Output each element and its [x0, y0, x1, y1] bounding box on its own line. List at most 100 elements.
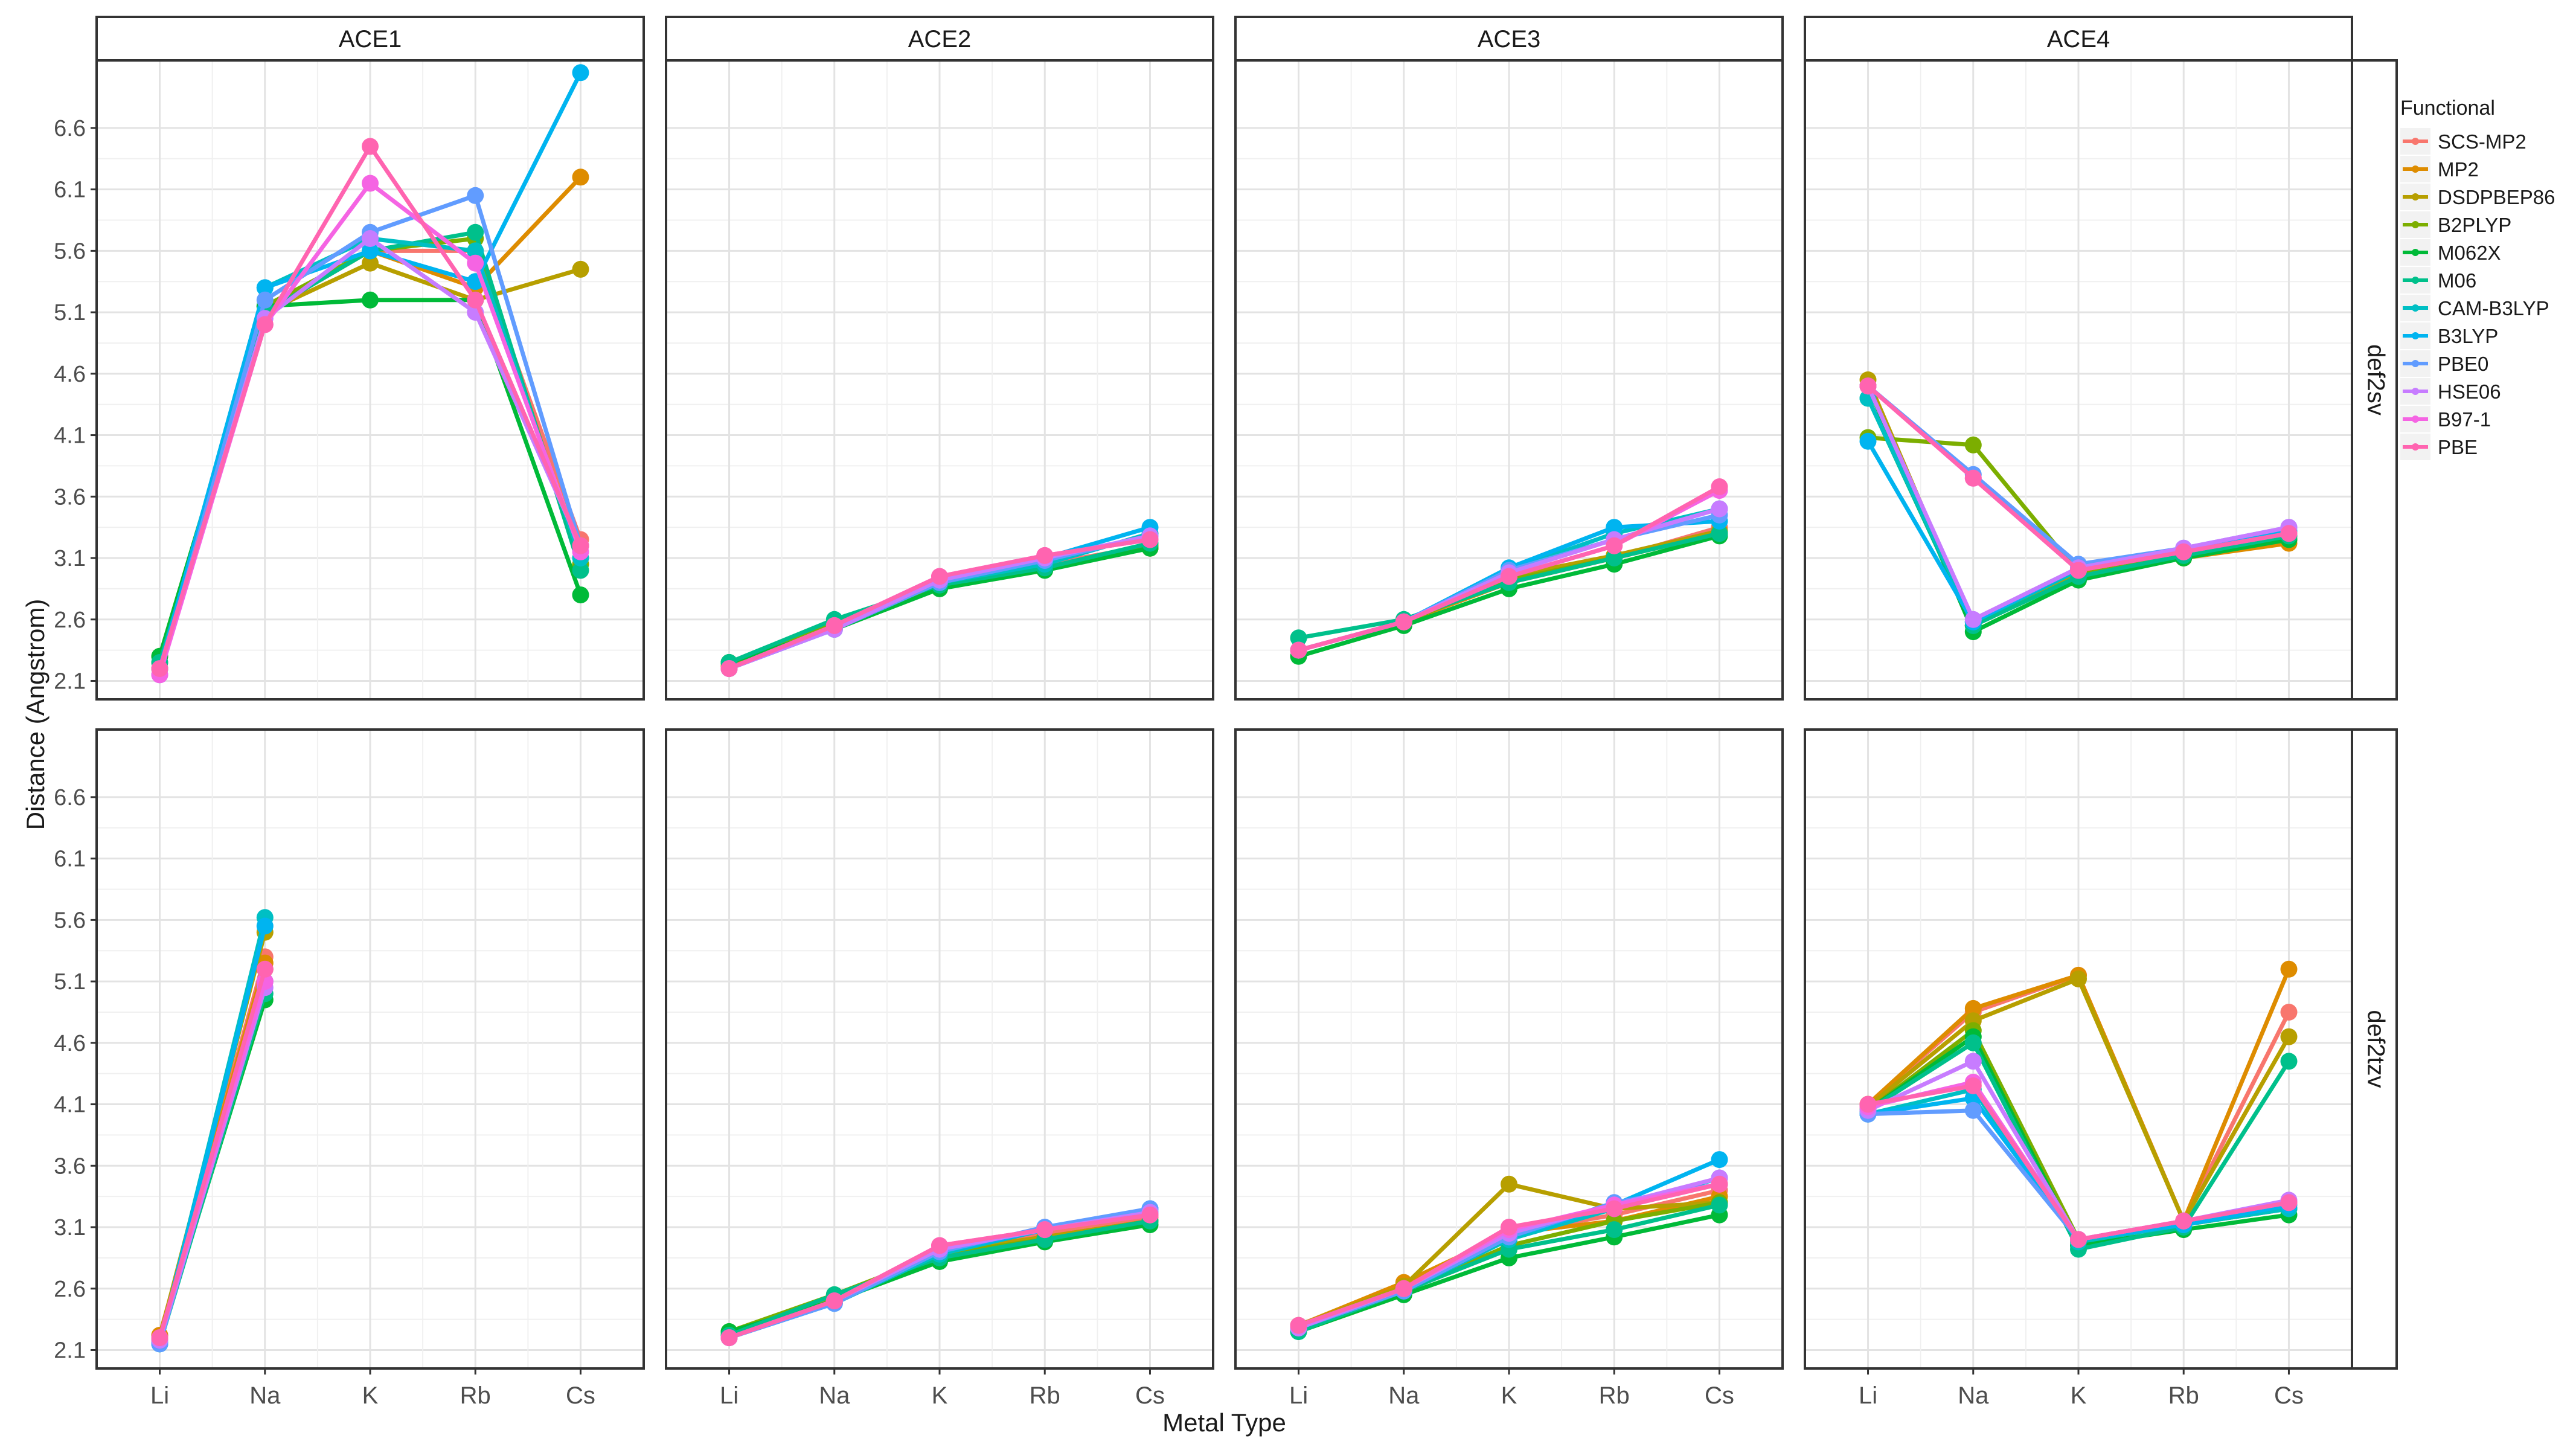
- facet-row-label-def2sv: def2sv: [2362, 344, 2389, 415]
- point-PBE0-Rb: [467, 187, 484, 204]
- point-PBE-Cs: [572, 537, 589, 554]
- x-tick-label-Na: Na: [1958, 1382, 1989, 1409]
- x-tick-label-Na: Na: [1388, 1382, 1420, 1409]
- y-tick-label: 3.1: [54, 1215, 86, 1240]
- point-PBE-Li: [1290, 1317, 1307, 1334]
- x-tick-label-Rb: Rb: [2168, 1382, 2199, 1409]
- legend-key-point-HSE06: [2412, 388, 2419, 395]
- panel-grid-ACE1-def2sv: [97, 60, 644, 699]
- x-tick-label-Li: Li: [150, 1382, 169, 1409]
- point-PBE-Na: [1964, 1077, 1982, 1094]
- point-PBE-K: [362, 138, 379, 155]
- point-B3LYP-K: [362, 242, 379, 260]
- x-tick-label-Li: Li: [720, 1382, 739, 1409]
- panel-grid-ACE3-def2tzv: [1235, 730, 1783, 1368]
- panel-ACE3-def2tzv: [1290, 1151, 1728, 1340]
- panel-ACE4-def2sv: [1859, 371, 2298, 641]
- panel-border: [1804, 59, 2353, 701]
- panel-border: [665, 59, 1214, 701]
- point-DSDPBEP86-Cs: [572, 260, 589, 278]
- x-tick-label-K: K: [932, 1382, 948, 1409]
- panel-ACE2-def2tzv: [720, 1200, 1159, 1347]
- y-axis-title: Distance (Angstrom): [21, 599, 50, 830]
- point-PBE-Cs: [1141, 1206, 1159, 1224]
- point-PBE-Li: [1290, 641, 1307, 659]
- point-PBE-K: [931, 568, 948, 585]
- point-PBE-Na: [825, 1292, 843, 1310]
- point-M06-Cs: [2280, 1053, 2298, 1070]
- point-B97-1-K: [362, 175, 379, 192]
- x-axis-ACE2: Li Na K Rb Cs: [720, 1368, 1165, 1409]
- point-PBE-Na: [256, 960, 274, 978]
- legend-label-SCS-MP2: SCS-MP2: [2438, 130, 2526, 153]
- x-tick-label-Na: Na: [819, 1382, 850, 1409]
- series-line-PBE: [158, 968, 268, 1339]
- point-B3LYP-Rb: [1606, 519, 1623, 536]
- facet-col-strip-ACE1: [95, 16, 645, 62]
- panel-grid-ACE1-def2tzv: [97, 730, 644, 1368]
- point-PBE-Cs: [1141, 531, 1159, 548]
- panel-ACE1-def2tzv: [151, 909, 274, 1353]
- legend-key-point-CAM-B3LYP: [2412, 304, 2419, 312]
- legend-label-PBE: PBE: [2438, 436, 2478, 458]
- point-M06-Rb: [1606, 550, 1623, 566]
- point-HSE06-K: [362, 230, 379, 247]
- point-PBE-Li: [1859, 377, 1877, 395]
- point-PBE-Cs: [2280, 525, 2298, 542]
- point-PBE0-Na: [1964, 1102, 1982, 1119]
- legend-label-B2PLYP: B2PLYP: [2438, 214, 2511, 236]
- point-PBE-Li: [720, 1329, 738, 1347]
- legend-label-MP2: MP2: [2438, 158, 2479, 181]
- panel-ACE1-def2sv: [151, 64, 589, 684]
- point-CAM-B3LYP-Rb: [467, 242, 484, 260]
- legend-label-M06: M06: [2438, 269, 2476, 292]
- y-tick-label: 6.6: [54, 116, 86, 141]
- y-tick-label: 4.1: [54, 423, 86, 449]
- legend-label-M062X: M062X: [2438, 242, 2501, 264]
- point-M06-Cs: [572, 562, 589, 579]
- series-PBE-ACE3-def2tzv: [1290, 1175, 1728, 1334]
- y-tick-label: 6.1: [54, 178, 86, 203]
- panel-border: [95, 59, 645, 701]
- point-HSE06-Na: [1964, 1053, 1982, 1070]
- panel-ACE4-def2tzv: [1859, 960, 2298, 1258]
- x-tick-label-Rb: Rb: [460, 1382, 491, 1409]
- point-PBE-K: [1501, 1219, 1517, 1236]
- y-tick-label: 4.6: [54, 362, 86, 387]
- facet-col-strip-ACE3: [1234, 16, 1784, 62]
- panel-ACE3-def2sv: [1290, 478, 1728, 665]
- point-M06-Li: [1290, 629, 1307, 647]
- point-PBE-Rb: [1606, 537, 1623, 554]
- point-M06-Cs: [1711, 525, 1728, 542]
- y-tick-label: 5.6: [54, 908, 86, 933]
- point-DSDPBEP86-K: [362, 254, 379, 272]
- x-tick-label-K: K: [1501, 1382, 1517, 1409]
- point-PBE-Li: [151, 660, 168, 678]
- legend-key-point-B2PLYP: [2412, 221, 2419, 228]
- x-tick-label-Rb: Rb: [1030, 1382, 1060, 1409]
- legend-label-HSE06: HSE06: [2438, 380, 2501, 403]
- legend-key-point-PBE0: [2412, 360, 2419, 367]
- y-tick-label: 2.6: [54, 608, 86, 633]
- point-PBE-Rb: [1606, 1200, 1623, 1217]
- y-tick-label: 3.6: [54, 1153, 86, 1179]
- point-PBE-K: [2070, 562, 2087, 579]
- point-MP2-Na: [1964, 999, 1982, 1017]
- series-PBE-ACE3-def2sv: [1290, 478, 1728, 659]
- y-tick-label: 6.1: [54, 847, 86, 872]
- x-tick-label-Li: Li: [1289, 1382, 1308, 1409]
- point-HSE06-Na: [1964, 611, 1982, 628]
- facet-col-strip-ACE2: [665, 16, 1214, 62]
- x-axis-ACE3: Li Na K Rb Cs: [1289, 1368, 1734, 1409]
- point-M06-Rb: [1606, 1221, 1623, 1239]
- point-PBE-Li: [151, 1329, 168, 1347]
- y-tick-label: 5.1: [54, 300, 86, 326]
- point-PBE0-Na: [256, 291, 274, 309]
- point-SCS-MP2-Cs: [2280, 1004, 2298, 1021]
- y-tick-label: 3.6: [54, 484, 86, 510]
- legend-title: Functional: [2400, 97, 2495, 120]
- legend-key-point-M06: [2412, 277, 2419, 284]
- point-PBE-K: [931, 1237, 948, 1254]
